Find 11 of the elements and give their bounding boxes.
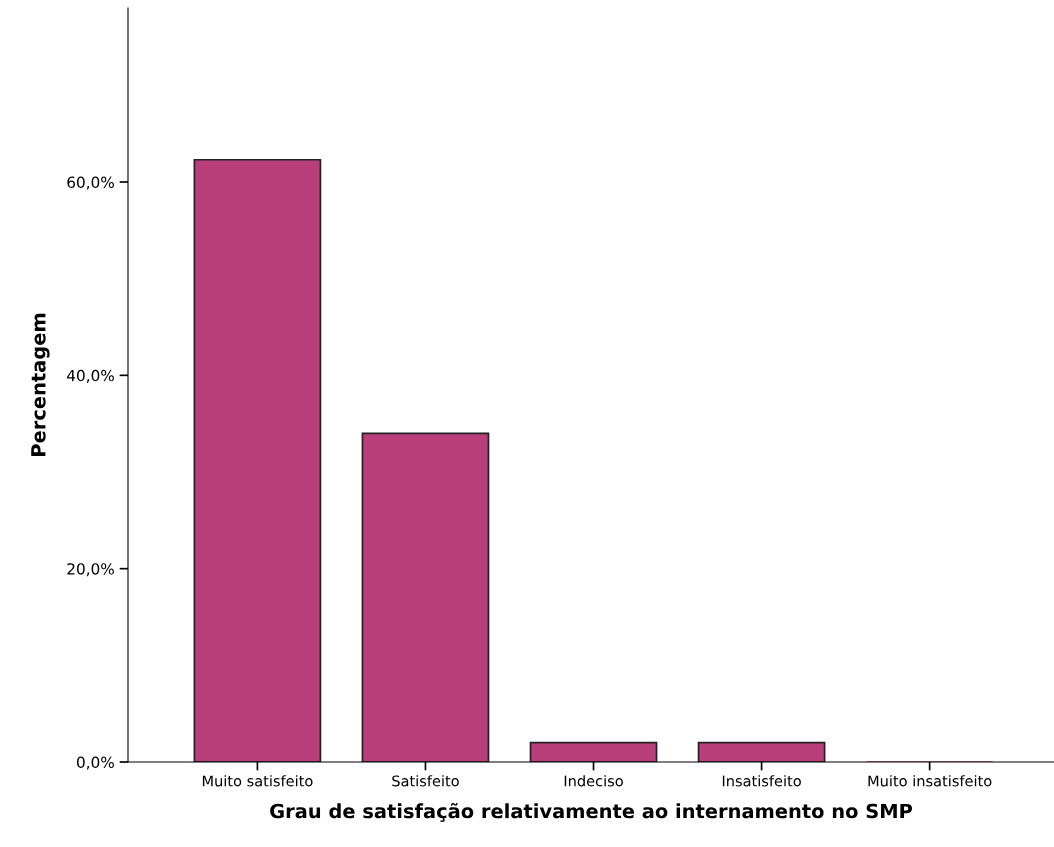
- x-tick-label: Indeciso: [564, 775, 623, 787]
- y-tick-label: 60,0%: [67, 176, 114, 190]
- x-tick-label: Satisfeito: [392, 775, 459, 787]
- y-tick-label: 0,0%: [77, 756, 114, 770]
- x-axis-title: Grau de satisfação relativamente ao internamento no SMP: [270, 802, 913, 822]
- y-axis-title: Percentagem: [31, 313, 50, 456]
- y-tick-label: 20,0%: [67, 563, 114, 577]
- y-tick-label: 40,0%: [67, 369, 114, 383]
- x-tick-label: Muito insatisfeito: [868, 775, 992, 787]
- x-tick-label: Insatisfeito: [722, 775, 801, 787]
- x-tick-label: Muito satisfeito: [202, 775, 313, 787]
